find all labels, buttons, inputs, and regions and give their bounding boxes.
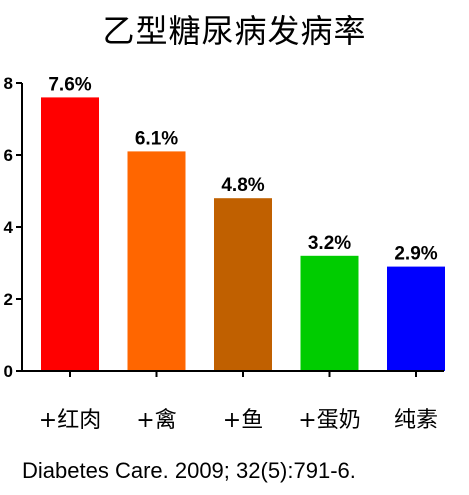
axes-group: 0 2 4 6 8 <box>4 74 444 381</box>
y-tick-label-8: 8 <box>4 74 13 93</box>
data-label-3: 3.2% <box>308 233 351 254</box>
y-tick-label-2: 2 <box>4 290 13 309</box>
bars-group <box>41 97 445 372</box>
data-label-0: 7.6% <box>48 74 91 95</box>
data-labels-group: 7.6% 6.1% 4.8% 3.2% 2.9% <box>48 74 437 264</box>
bar-0 <box>41 97 99 372</box>
category-label-egg-dairy: +蛋奶 <box>298 408 361 433</box>
category-label-red-meat: +红肉 <box>38 408 102 433</box>
y-tick-label-0: 0 <box>4 362 13 381</box>
data-label-1: 6.1% <box>135 128 178 149</box>
y-tick-label-6: 6 <box>4 146 13 165</box>
bar-2 <box>214 198 272 371</box>
category-label-poultry: +禽 <box>136 408 177 433</box>
bar-3 <box>300 255 359 371</box>
citation-text: Diabetes Care. 2009; 32(5):791-6. <box>22 458 356 483</box>
bar-4 <box>387 266 445 371</box>
bar-1 <box>127 151 186 371</box>
chart-title: 乙型糖尿病发病率 <box>102 12 367 50</box>
data-label-2: 4.8% <box>221 175 264 196</box>
data-label-4: 2.9% <box>394 244 437 265</box>
category-label-fish: +鱼 <box>222 408 264 433</box>
y-tick-label-4: 4 <box>4 218 14 237</box>
category-label-vegan: 纯素 <box>393 408 438 433</box>
